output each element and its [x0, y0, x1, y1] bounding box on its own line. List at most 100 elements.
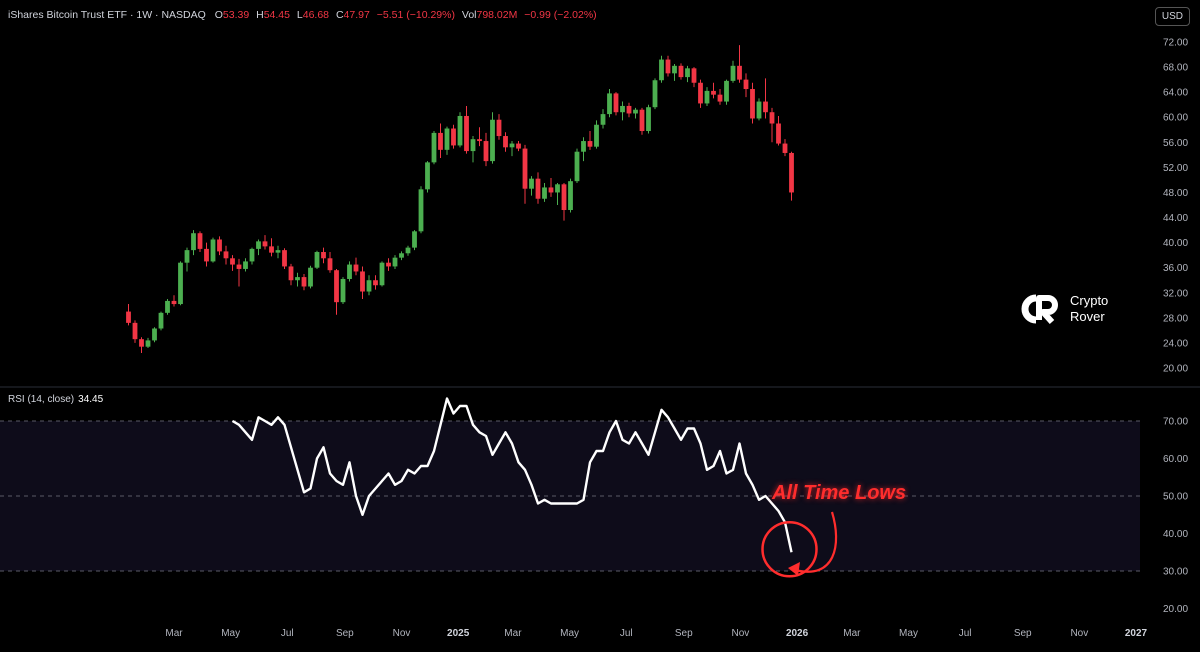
candle-body: [529, 178, 534, 189]
all-time-lows-circle: [761, 521, 818, 578]
candle-body: [282, 250, 287, 267]
candle-body: [243, 261, 248, 269]
rsi-tick-label: 20.00: [1163, 604, 1188, 615]
candle-body: [405, 247, 411, 254]
candle-body: [269, 246, 274, 253]
price-tick-label: 32.00: [1163, 288, 1188, 299]
all-time-lows-annotation: All Time Lows: [772, 482, 907, 504]
price-pane: [126, 45, 794, 353]
candle-body: [737, 65, 742, 80]
candle-body: [444, 128, 450, 150]
crypto-rover-logo-icon: [1021, 294, 1058, 325]
volume-label: Vol: [461, 9, 477, 21]
candle-body: [685, 68, 690, 78]
price-tick-label: 48.00: [1163, 188, 1188, 199]
price-tick-label: 20.00: [1163, 364, 1188, 375]
symbol-header: iShares Bitcoin Trust ETF · 1W · NASDAQ …: [8, 9, 601, 21]
candle-body: [646, 107, 651, 132]
candle-body: [594, 124, 599, 147]
logo-line-2: Rover: [1070, 309, 1105, 324]
candle-body: [145, 340, 151, 347]
candle-body: [769, 112, 775, 124]
candle-body: [295, 277, 300, 281]
high-label: H: [256, 9, 264, 21]
rsi-tick-label: 40.00: [1163, 529, 1188, 540]
candle-body: [665, 59, 671, 74]
symbol-title[interactable]: iShares Bitcoin Trust ETF · 1W · NASDAQ: [8, 9, 206, 21]
close-value: 47.97: [343, 9, 370, 21]
price-tick-label: 68.00: [1163, 63, 1188, 74]
currency-button[interactable]: USD: [1154, 7, 1190, 26]
rsi-line: [231, 397, 793, 553]
price-tick-label: 44.00: [1163, 213, 1188, 224]
time-tick-label: Nov: [1070, 628, 1088, 639]
time-tick-label: 2027: [1125, 628, 1148, 639]
candle-body: [327, 258, 333, 271]
time-tick-label: Jul: [959, 628, 972, 639]
time-tick-label: Jul: [281, 628, 294, 639]
candle-body: [308, 267, 313, 287]
rsi-pane: [0, 397, 1140, 572]
time-tick-label: May: [221, 628, 240, 639]
candle-body: [613, 93, 619, 113]
rsi-label: RSI (14, close): [8, 394, 75, 405]
candle-body: [152, 328, 157, 341]
candle-body: [750, 89, 755, 119]
open-label: O: [214, 9, 223, 21]
candle-body: [392, 257, 398, 267]
candle-body: [379, 262, 385, 286]
candle-body: [561, 184, 567, 211]
candle-body: [490, 119, 495, 162]
candle-body: [132, 322, 138, 340]
candle-body: [230, 258, 235, 265]
candle-body: [477, 139, 482, 142]
price-tick-label: 72.00: [1163, 38, 1188, 49]
time-tick-label: May: [560, 628, 579, 639]
rsi-value: 34.45: [78, 394, 104, 405]
high-value: 54.45: [263, 9, 290, 21]
candle-body: [581, 141, 586, 152]
candle-body: [249, 248, 255, 262]
candle-body: [334, 270, 339, 303]
annotation-marks: [761, 511, 838, 578]
crypto-rover-logo: Crypto Rover: [1016, 292, 1108, 326]
candle-body: [412, 231, 417, 248]
rsi-header[interactable]: RSI (14, close) 34.45: [8, 394, 103, 405]
candle-body: [197, 233, 203, 249]
candle-body: [789, 152, 794, 193]
candle-body: [555, 184, 560, 193]
candle-body: [210, 239, 216, 262]
time-tick-label: 2025: [447, 628, 470, 639]
candle-body: [691, 68, 697, 83]
candle-body: [522, 148, 528, 189]
candle-body: [587, 141, 593, 147]
rsi-tick-label: 70.00: [1163, 417, 1188, 428]
candle-body: [711, 90, 716, 95]
candle-body: [730, 65, 736, 81]
candle-body: [652, 80, 658, 108]
candle-body: [262, 241, 268, 247]
candle-body: [451, 128, 456, 146]
open-value: 53.39: [222, 9, 250, 21]
candle-body: [236, 264, 242, 269]
candle-body: [672, 65, 677, 74]
candle-body: [457, 115, 463, 146]
time-tick-label: 2026: [786, 628, 809, 639]
candle-body: [704, 90, 710, 104]
candle-body: [321, 252, 326, 259]
candle-body: [256, 241, 261, 249]
candle-body: [763, 101, 768, 113]
candle-body: [353, 264, 359, 272]
time-tick-label: Sep: [1014, 628, 1032, 639]
candle-body: [724, 80, 729, 102]
rsi-tick-label: 30.00: [1163, 567, 1188, 578]
candle-body: [542, 187, 547, 199]
candle-body: [438, 132, 443, 150]
time-tick-label: Jul: [620, 628, 633, 639]
candle-body: [191, 233, 196, 251]
price-tick-label: 64.00: [1163, 88, 1188, 99]
rsi-tick-label: 60.00: [1163, 454, 1188, 465]
volume-value: 798.02M: [476, 9, 518, 21]
time-tick-label: Nov: [393, 628, 411, 639]
